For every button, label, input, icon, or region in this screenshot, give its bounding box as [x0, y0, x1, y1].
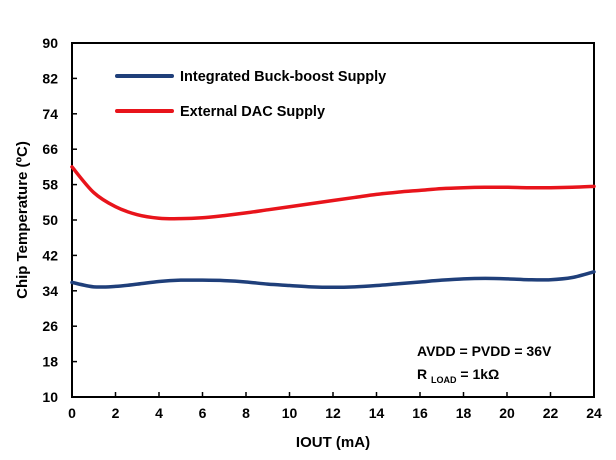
x-axis-label: IOUT (mA): [296, 434, 370, 451]
y-tick-label: 26: [42, 318, 58, 334]
series-line-external-dac: [70, 165, 596, 221]
conditions-note: AVDD = PVDD = 36V R LOAD = 1kΩ: [417, 343, 552, 386]
x-tick-label: 22: [543, 405, 559, 421]
y-axis: 10 18 26 34 42 50 58 66 74 82 90: [42, 35, 77, 405]
y-tick-label: 66: [42, 141, 58, 157]
conditions-line-2-suffix: = 1kΩ: [460, 366, 499, 382]
legend-label-external-dac: External DAC Supply: [180, 104, 325, 120]
series-lines: [70, 165, 596, 290]
x-tick-label: 14: [369, 405, 385, 421]
x-tick-label: 18: [456, 405, 472, 421]
y-axis-label: Chip Temperature (ºC): [14, 141, 31, 299]
y-tick-label: 10: [42, 389, 58, 405]
y-tick-label: 42: [42, 247, 58, 263]
x-tick-label: 10: [282, 405, 298, 421]
x-tick-label: 8: [242, 405, 250, 421]
y-tick-label: 74: [42, 106, 58, 122]
x-tick-label: 16: [412, 405, 428, 421]
x-tick-label: 4: [155, 405, 163, 421]
x-tick-label: 20: [499, 405, 515, 421]
x-tick-label: 24: [586, 405, 602, 421]
plot-area: [71, 42, 595, 398]
y-tick-label: 50: [42, 212, 58, 228]
x-tick-label: 2: [112, 405, 120, 421]
x-tick-label: 12: [325, 405, 341, 421]
conditions-line-1: AVDD = PVDD = 36V: [417, 343, 552, 359]
y-tick-label: 34: [42, 283, 58, 299]
y-tick-label: 82: [42, 70, 58, 86]
y-tick-label: 90: [42, 35, 58, 51]
conditions-line-2-prefix: R: [417, 366, 427, 382]
legend-label-buck-boost: Integrated Buck-boost Supply: [180, 69, 386, 85]
y-tick-label: 18: [42, 354, 58, 370]
x-tick-label: 6: [199, 405, 207, 421]
conditions-line-2-subscript: LOAD: [431, 375, 457, 385]
legend: Integrated Buck-boost Supply External DA…: [115, 69, 386, 120]
x-axis: 0 2 4 6 8 10 12 14 16 18 20 22 24: [68, 392, 602, 421]
series-line-buck-boost: [70, 270, 596, 290]
x-tick-label: 0: [68, 405, 76, 421]
conditions-line-2: R LOAD = 1kΩ: [417, 366, 499, 386]
y-tick-label: 58: [42, 177, 58, 193]
